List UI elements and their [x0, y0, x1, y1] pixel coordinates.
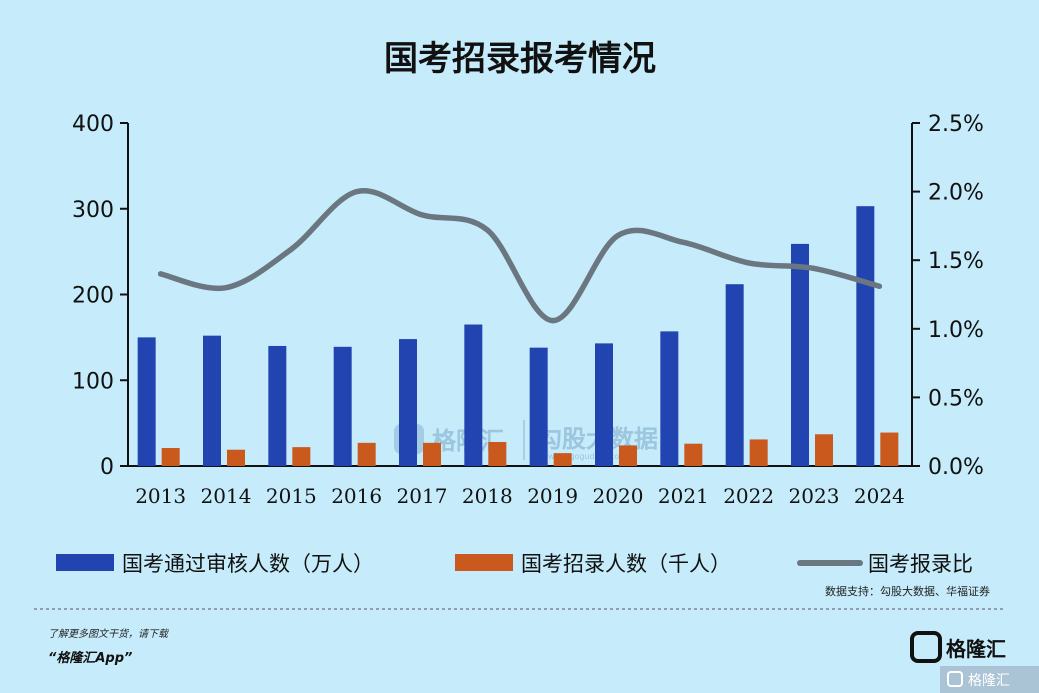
bar-primary [595, 343, 613, 466]
ratio-point [549, 317, 556, 324]
bar-primary [464, 324, 483, 466]
footer-promo-text: 了解更多图文干货，请下载 [48, 628, 170, 640]
right-tick-label: 1.5% [928, 249, 984, 274]
ratio-point [223, 284, 229, 291]
legend-label-line: 国考报录比 [868, 552, 973, 576]
ratio-point [288, 246, 295, 252]
bar-secondary [488, 441, 507, 466]
bar-secondary [553, 453, 572, 466]
legend-label-bar-secondary: 国考招录人数（千人） [521, 552, 731, 576]
x-tick-label: 2015 [266, 484, 317, 508]
legend: 国考通过审核人数（万人） 国考招录人数（千人） 国考报录比 [56, 552, 973, 576]
corner-logo-icon [947, 671, 963, 687]
x-tick-label: 2022 [723, 484, 774, 508]
ratio-point [745, 260, 752, 266]
ratio-line [157, 187, 883, 324]
source-note: 数据支持：勾股大数据、华福证券 [825, 584, 990, 598]
brand-logo: 格隆汇 [910, 631, 1006, 663]
left-tick-label: 100 [72, 369, 114, 394]
ratio-point [811, 265, 817, 272]
right-tick-group: 0.0% 0.5% 1.0% 1.5% 2.0% 2.5% [912, 112, 984, 480]
x-tick-label: 2024 [854, 484, 905, 508]
right-tick-label: 1.0% [928, 318, 984, 343]
left-tick-label: 0 [100, 455, 114, 480]
bar-secondary [227, 449, 245, 466]
ratio-point [353, 188, 360, 195]
right-tick-label: 2.0% [928, 181, 984, 206]
x-tick-label: 2016 [331, 484, 382, 508]
line-group [157, 187, 883, 324]
x-tick-label: 2021 [658, 484, 709, 508]
corner-badge-bg [940, 666, 1039, 693]
bar-secondary [684, 443, 703, 466]
bar-group [137, 206, 899, 467]
bar-primary [203, 335, 221, 466]
right-tick-label: 0.0% [928, 455, 984, 480]
bar-secondary [815, 434, 833, 466]
ratio-point [876, 283, 883, 289]
ratio-point [484, 227, 491, 233]
x-tick-group: 2013 2014 2015 2016 2017 2018 2019 2020 2021 2022… [135, 484, 905, 508]
bar-primary [268, 345, 287, 466]
left-tick-label: 400 [72, 112, 114, 137]
x-tick-label: 2017 [397, 484, 448, 508]
footer-app-name: “格隆汇App” [48, 650, 132, 666]
corner-badge-text: 格隆汇 [968, 673, 1010, 689]
corner-badge: 格隆汇 [940, 666, 1039, 693]
chart-title: 国考招录报考情况 [384, 39, 656, 79]
bar-secondary [880, 432, 899, 466]
ratio-point [157, 271, 164, 277]
bar-primary [856, 206, 875, 467]
left-tick-group: 0 100 200 300 400 [72, 112, 128, 480]
bar-secondary [423, 442, 441, 466]
bar-secondary [619, 445, 637, 466]
left-tick-label: 300 [72, 198, 114, 223]
left-tick-label: 200 [72, 284, 114, 309]
right-tick-label: 2.5% [928, 112, 984, 137]
x-tick-label: 2019 [527, 484, 578, 508]
x-tick-label: 2014 [201, 484, 252, 508]
ratio-point [419, 212, 425, 218]
x-tick-label: 2020 [593, 484, 644, 508]
bar-primary [725, 284, 744, 466]
bar-secondary [749, 439, 768, 466]
bar-secondary [292, 447, 311, 466]
x-tick-label: 2013 [135, 484, 186, 508]
bar-secondary [357, 442, 376, 466]
x-tick-label: 2018 [462, 484, 513, 508]
ratio-point [680, 239, 687, 246]
brand-logo-icon [910, 631, 942, 663]
bar-primary [791, 243, 809, 466]
x-tick-label: 2023 [789, 484, 840, 508]
legend-swatch-bar-secondary [455, 554, 513, 571]
right-tick-label: 0.5% [928, 386, 984, 411]
legend-label-bar-primary: 国考通过审核人数（万人） [122, 552, 374, 576]
legend-swatch-bar-primary [56, 554, 114, 571]
watermark-url: www.gogudata.com [548, 452, 627, 461]
bar-secondary [161, 447, 180, 466]
bar-primary [137, 337, 156, 466]
ratio-point [615, 232, 621, 239]
brand-name: 格隆汇 [946, 637, 1006, 661]
bar-primary [399, 339, 417, 466]
bar-primary [333, 346, 352, 466]
bar-primary [660, 331, 679, 466]
bar-primary [529, 347, 548, 466]
